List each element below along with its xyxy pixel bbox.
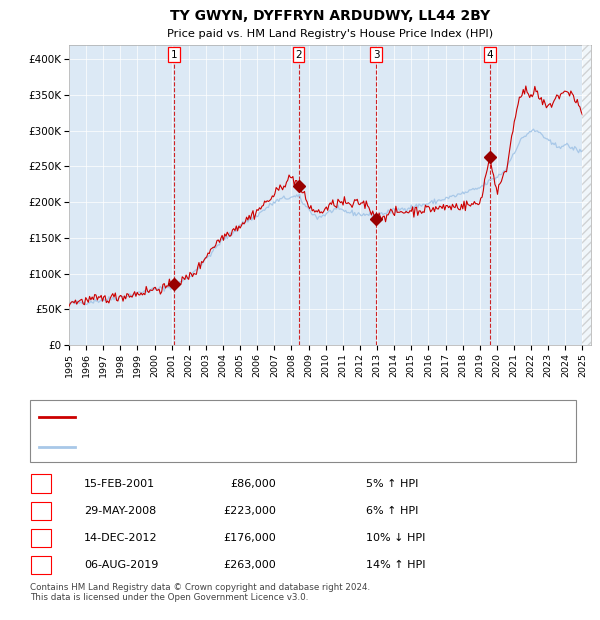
Text: 3: 3 [37, 533, 44, 543]
Text: 6% ↑ HPI: 6% ↑ HPI [366, 506, 418, 516]
Text: TY GWYN, DYFFRYN ARDUDWY, LL44 2BY (detached house): TY GWYN, DYFFRYN ARDUDWY, LL44 2BY (deta… [81, 412, 404, 422]
Text: 2: 2 [37, 506, 44, 516]
Text: 14-DEC-2012: 14-DEC-2012 [84, 533, 158, 543]
Text: £86,000: £86,000 [230, 479, 276, 489]
Text: Contains HM Land Registry data © Crown copyright and database right 2024.
This d: Contains HM Land Registry data © Crown c… [30, 583, 370, 603]
Text: £223,000: £223,000 [223, 506, 276, 516]
Text: Price paid vs. HM Land Registry's House Price Index (HPI): Price paid vs. HM Land Registry's House … [167, 29, 493, 39]
Text: 3: 3 [373, 50, 380, 60]
Text: 14% ↑ HPI: 14% ↑ HPI [366, 560, 425, 570]
Text: 2: 2 [295, 50, 302, 60]
Text: 5% ↑ HPI: 5% ↑ HPI [366, 479, 418, 489]
Text: £176,000: £176,000 [223, 533, 276, 543]
Text: 4: 4 [37, 560, 44, 570]
Text: TY GWYN, DYFFRYN ARDUDWY, LL44 2BY: TY GWYN, DYFFRYN ARDUDWY, LL44 2BY [170, 9, 490, 23]
Text: 4: 4 [487, 50, 493, 60]
Text: 15-FEB-2001: 15-FEB-2001 [84, 479, 155, 489]
Text: 1: 1 [170, 50, 177, 60]
Text: 29-MAY-2008: 29-MAY-2008 [84, 506, 156, 516]
Text: £263,000: £263,000 [223, 560, 276, 570]
Text: HPI: Average price, detached house, Gwynedd: HPI: Average price, detached house, Gwyn… [81, 441, 335, 451]
Text: 1: 1 [37, 479, 44, 489]
Text: 06-AUG-2019: 06-AUG-2019 [84, 560, 158, 570]
Text: 10% ↓ HPI: 10% ↓ HPI [366, 533, 425, 543]
Polygon shape [583, 45, 591, 345]
